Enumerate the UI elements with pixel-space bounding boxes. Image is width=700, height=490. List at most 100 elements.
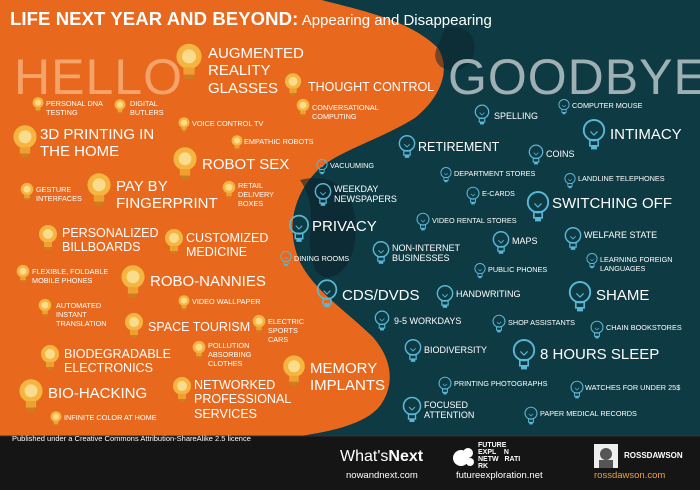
whatsnext-url[interactable]: nowandnext.com [346, 470, 418, 481]
hello-item: CONVERSATIONAL COMPUTING [312, 103, 379, 121]
bulb-orange-icon [284, 73, 302, 96]
bulb-blue-icon [582, 119, 606, 151]
bulb-blue-icon [512, 339, 536, 371]
hello-item: THOUGHT CONTROL [308, 80, 435, 94]
hello-item: SPACE TOURISM [148, 320, 251, 334]
goodbye-item: SHAME [596, 287, 650, 304]
bulb-blue-icon [564, 227, 582, 251]
hello-item: POLLUTION ABSORBING CLOTHES [208, 341, 252, 368]
bulb-blue-icon [590, 320, 604, 339]
goodbye-item: SWITCHING OFF [552, 195, 672, 212]
whatsnext-logo-a: What's [340, 448, 389, 465]
bulb-orange-icon [50, 411, 62, 427]
goodbye-item: PRINTING PHOTOGRAPHS [454, 379, 548, 388]
goodbye-item: DINING ROOMS [294, 254, 350, 263]
goodbye-item: LEARNING FOREIGN LANGUAGES [600, 255, 673, 273]
hello-item: MEMORY IMPLANTS [310, 360, 386, 395]
hello-heading: HELLO [14, 49, 183, 105]
goodbye-item: CHAIN BOOKSTORES [606, 323, 682, 332]
hello-item: BIODEGRADABLE ELECTRONICS [64, 347, 171, 376]
bulb-blue-icon [316, 158, 328, 175]
bulb-orange-icon [32, 97, 44, 113]
bulb-blue-icon [474, 262, 486, 279]
hello-item: PAY BY FINGERPRINT [116, 178, 218, 213]
hello-item: NETWORKED PROFESSIONAL SERVICES [194, 378, 291, 421]
goodbye-heading: GOODBYE [448, 49, 700, 105]
fen-line: NETW RATI [478, 456, 521, 463]
hello-item: AUTOMATED INSTANT TRANSLATION [56, 301, 107, 328]
whatsnext-logo: What'sNext [340, 448, 423, 466]
bulb-orange-icon [125, 313, 143, 338]
bulb-blue-icon [528, 144, 544, 166]
bulb-blue-icon [570, 380, 584, 399]
goodbye-item: PRIVACY [312, 218, 377, 235]
bulb-blue-icon [398, 135, 416, 159]
bulb-orange-icon [38, 298, 52, 317]
goodbye-item: CDS/DVDS [342, 287, 420, 304]
hello-region [0, 0, 444, 436]
hello-item: ROBO-NANNIES [150, 273, 266, 290]
bulb-blue-icon [526, 191, 550, 223]
bulb-blue-icon [316, 279, 338, 309]
bulb-blue-icon [586, 252, 598, 269]
bulb-blue-icon [474, 104, 490, 126]
ross-dawson-url[interactable]: rossdawson.com [594, 470, 666, 481]
face-icon [599, 448, 613, 468]
swirl-upper [435, 26, 475, 71]
bulb-blue-icon [492, 231, 510, 255]
bulb-orange-icon [87, 173, 111, 206]
bulb-blue-icon [314, 183, 332, 207]
hello-item: 3D PRINTING IN THE HOME [40, 126, 155, 161]
bulb-orange-icon [178, 117, 190, 133]
bulb-orange-icon [178, 295, 190, 311]
goodbye-item: COMPUTER MOUSE [572, 101, 643, 110]
goodbye-item: WATCHES FOR UNDER 25$ [585, 383, 681, 392]
bulb-blue-icon [404, 339, 422, 363]
bulb-orange-icon [173, 377, 191, 402]
hello-item: CUSTOMIZED MEDICINE [186, 231, 269, 260]
whatsnext-logo-b: Next [388, 448, 424, 465]
bulb-orange-icon [39, 225, 57, 250]
hello-item: GESTURE INTERFACES [36, 185, 82, 203]
bulb-blue-icon [402, 396, 422, 423]
bulb-blue-icon [374, 310, 390, 332]
goodbye-item: SHOP ASSISTANTS [508, 318, 576, 327]
goodbye-item: VIDEO RENTAL STORES [432, 216, 517, 225]
future-exploration-logo-icon [453, 448, 474, 466]
hello-item: VIDEO WALLPAPER [192, 297, 261, 306]
goodbye-item: E-CARDS [482, 189, 515, 198]
bulb-orange-icon [16, 264, 30, 283]
hello-item: ELECTRIC SPORTS CARS [268, 317, 305, 344]
goodbye-item: 9-5 WORKDAYS [394, 316, 462, 326]
title-bold: LIFE NEXT YEAR AND BEYOND: [10, 8, 299, 29]
future-exploration-url[interactable]: futureexploration.net [456, 470, 543, 481]
bulb-orange-icon [20, 182, 34, 201]
goodbye-item: WEEKDAY NEWSPAPERS [334, 184, 397, 205]
bulb-orange-icon [283, 355, 305, 386]
goodbye-item: COINS [546, 149, 575, 159]
bulb-orange-icon [192, 340, 206, 359]
goodbye-item: DEPARTMENT STORES [454, 169, 536, 178]
bulb-blue-icon [280, 250, 292, 267]
goodbye-item: WELFARE STATE [584, 230, 658, 240]
bulb-orange-icon [176, 43, 202, 79]
bulb-blue-icon [524, 406, 538, 425]
fen-line: EXPL N [478, 449, 509, 456]
goodbye-item: RETIREMENT [418, 140, 500, 154]
bulb-orange-icon [19, 379, 43, 412]
title-rest: Appearing and Disappearing [298, 12, 492, 29]
bulb-orange-icon [173, 147, 197, 180]
bulb-blue-icon [436, 285, 454, 309]
bulb-blue-icon [568, 281, 592, 313]
goodbye-item: PUBLIC PHONES [488, 265, 548, 274]
bulb-blue-icon [558, 98, 570, 115]
goodbye-item: 8 HOURS SLEEP [540, 346, 660, 363]
bulb-blue-icon [372, 241, 390, 265]
hello-item: FLEXIBLE, FOLDABLE MOBILE PHONES [32, 267, 109, 285]
swirl [300, 178, 356, 278]
goodbye-item: LANDLINE TELEPHONES [578, 174, 665, 183]
bulb-blue-icon [289, 214, 309, 243]
goodbye-item: FOCUSED ATTENTION [424, 400, 475, 421]
